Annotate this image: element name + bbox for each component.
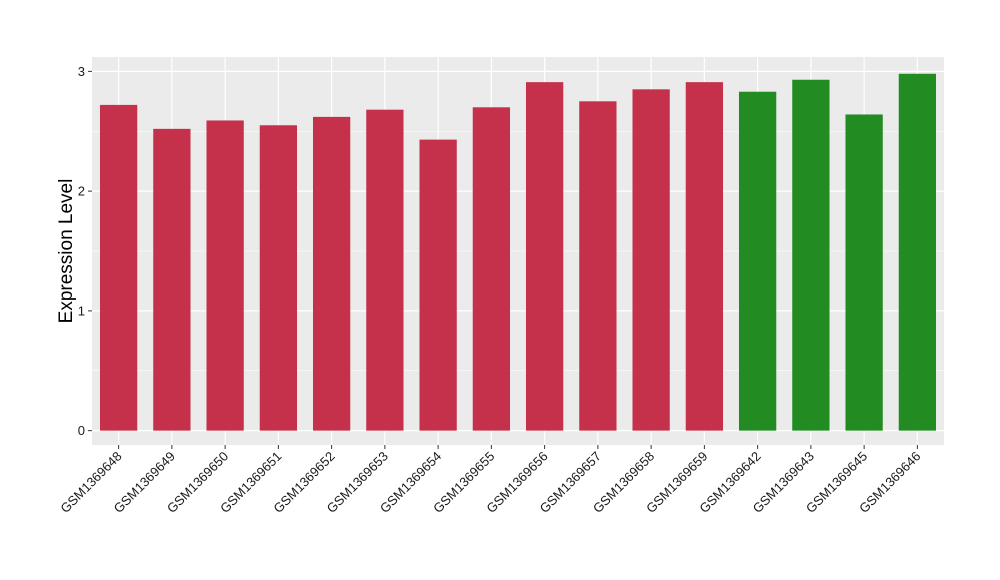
bar-GSM1369645 — [845, 114, 883, 431]
bar-GSM1369650 — [206, 120, 244, 431]
x-axis: GSM1369648GSM1369649GSM1369650GSM1369651… — [57, 445, 923, 516]
bar-GSM1369657 — [579, 101, 617, 431]
y-tick-label: 2 — [78, 184, 85, 199]
bar-GSM1369648 — [99, 104, 138, 431]
bar-GSM1369643 — [792, 79, 830, 431]
bar-GSM1369653 — [366, 109, 404, 431]
y-tick-label: 0 — [78, 423, 85, 438]
bar-GSM1369652 — [312, 116, 351, 431]
bar-GSM1369646 — [898, 73, 937, 431]
y-axis-title: Expression Level — [56, 179, 77, 324]
bar-GSM1369656 — [525, 82, 564, 431]
y-tick-label: 1 — [78, 303, 85, 318]
bar-GSM1369658 — [632, 89, 670, 431]
bar-GSM1369655 — [472, 107, 511, 431]
y-tick-label: 3 — [78, 64, 85, 79]
bar-GSM1369659 — [685, 82, 724, 431]
y-axis: 0 1 2 3 — [78, 64, 92, 438]
bars — [99, 73, 937, 431]
bar-GSM1369642 — [738, 91, 777, 431]
bar-GSM1369649 — [153, 128, 191, 431]
bar-GSM1369651 — [259, 125, 298, 431]
bar-GSM1369654 — [419, 139, 457, 431]
